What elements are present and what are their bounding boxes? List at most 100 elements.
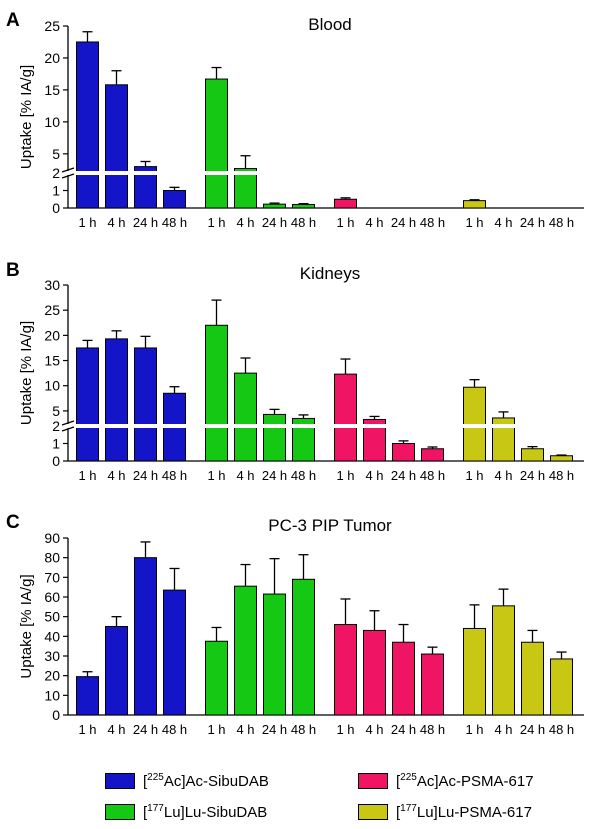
axis-break-band <box>60 424 584 428</box>
x-tick-label: 48 h <box>162 215 187 230</box>
x-tick-label: 24 h <box>262 722 287 737</box>
y-axis-label: Uptake [% IA/g] <box>18 574 35 678</box>
y-tick-label: 10 <box>44 114 60 130</box>
x-tick-label: 1 h <box>78 722 96 737</box>
x-tick-label: 24 h <box>133 215 158 230</box>
panel-letter: C <box>6 512 20 533</box>
x-tick-label: 4 h <box>236 468 254 483</box>
x-tick-label: 24 h <box>391 468 416 483</box>
y-tick-label: 2 <box>52 165 60 181</box>
bar <box>205 640 228 716</box>
bar <box>292 204 315 209</box>
axis-break-band <box>60 171 584 175</box>
x-tick-label: 24 h <box>391 722 416 737</box>
bar <box>76 676 99 716</box>
x-tick-label: 1 h <box>207 215 225 230</box>
bar <box>421 653 444 716</box>
x-tick-label: 48 h <box>420 722 445 737</box>
x-tick-label: 1 h <box>465 215 483 230</box>
axis-break-mark <box>61 420 75 426</box>
x-tick-label: 4 h <box>107 722 125 737</box>
bar <box>492 605 515 716</box>
bar <box>234 372 257 462</box>
bar <box>292 578 315 716</box>
x-tick-label: 48 h <box>549 215 574 230</box>
x-tick-label: 24 h <box>520 215 545 230</box>
bar <box>463 200 486 209</box>
x-tick-label: 4 h <box>107 215 125 230</box>
x-tick-label: 4 h <box>365 468 383 483</box>
panel-letter: A <box>6 10 20 31</box>
y-tick-label: 20 <box>44 668 60 684</box>
bar <box>205 78 228 209</box>
y-tick-label: 1 <box>52 436 60 452</box>
bar <box>550 658 573 716</box>
x-tick-label: 1 h <box>78 468 96 483</box>
x-tick-label: 1 h <box>207 468 225 483</box>
x-tick-label: 48 h <box>549 722 574 737</box>
y-tick-label: 80 <box>44 550 60 566</box>
bar <box>234 585 257 716</box>
panel-title: PC-3 PIP Tumor <box>268 516 392 535</box>
y-tick-label: 90 <box>44 530 60 546</box>
y-tick-label: 30 <box>44 648 60 664</box>
y-tick-label: 10 <box>44 378 60 394</box>
x-tick-label: 4 h <box>365 722 383 737</box>
y-tick-label: 20 <box>44 327 60 343</box>
panel-c: C PC-3 PIP Tumor Uptake [% IA/g] 0 10 20 30 40 5… <box>6 512 584 737</box>
x-tick-label: 24 h <box>391 215 416 230</box>
x-tick-label: 4 h <box>494 215 512 230</box>
bar <box>334 624 357 716</box>
x-tick-label: 1 h <box>465 468 483 483</box>
axis-break-mark <box>61 167 75 173</box>
y-tick-label: 0 <box>52 707 60 723</box>
x-tick-label: 1 h <box>465 722 483 737</box>
y-tick-label: 5 <box>52 146 60 162</box>
x-tick-label: 48 h <box>549 468 574 483</box>
x-tick-label: 4 h <box>107 468 125 483</box>
y-tick-label: 10 <box>44 687 60 703</box>
x-tick-label: 4 h <box>365 215 383 230</box>
y-tick-label: 20 <box>44 50 60 66</box>
bar <box>134 347 157 462</box>
x-tick-label: 1 h <box>336 215 354 230</box>
bar <box>76 41 99 209</box>
y-tick-label: 15 <box>44 353 60 369</box>
bar <box>392 641 415 716</box>
bar <box>205 324 228 462</box>
bar <box>334 373 357 462</box>
bar <box>521 448 544 462</box>
x-tick-label: 1 h <box>78 215 96 230</box>
y-tick-label: 2 <box>52 418 60 434</box>
bar <box>263 203 286 209</box>
axis-break-mark <box>61 173 75 179</box>
bar <box>263 413 286 462</box>
x-tick-label: 48 h <box>291 215 316 230</box>
x-tick-label: 24 h <box>520 722 545 737</box>
x-tick-label: 48 h <box>162 468 187 483</box>
x-tick-label: 48 h <box>291 468 316 483</box>
x-tick-label: 48 h <box>291 722 316 737</box>
bar <box>105 84 128 209</box>
panel-title: Kidneys <box>300 264 360 283</box>
bar <box>263 593 286 716</box>
x-tick-label: 4 h <box>494 468 512 483</box>
x-tick-label: 4 h <box>236 722 254 737</box>
bar <box>550 455 573 462</box>
y-tick-label: 70 <box>44 569 60 585</box>
bar <box>392 443 415 462</box>
y-tick-label: 25 <box>44 302 60 318</box>
bar <box>463 627 486 716</box>
x-tick-label: 24 h <box>520 468 545 483</box>
bar <box>421 448 444 462</box>
bar <box>163 589 186 716</box>
panel-letter: B <box>6 260 20 281</box>
x-tick-label: 4 h <box>494 722 512 737</box>
bar <box>134 557 157 716</box>
bar <box>521 641 544 716</box>
y-tick-label: 50 <box>44 609 60 625</box>
y-tick-label: 1 <box>52 183 60 199</box>
y-tick-label: 25 <box>44 18 60 34</box>
